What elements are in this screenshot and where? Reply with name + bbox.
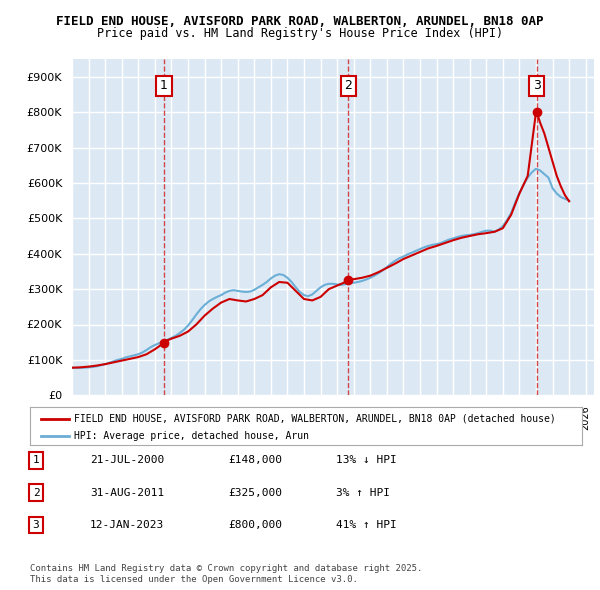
Text: HPI: Average price, detached house, Arun: HPI: Average price, detached house, Arun <box>74 431 309 441</box>
Text: 12-JAN-2023: 12-JAN-2023 <box>90 520 164 530</box>
Text: 13% ↓ HPI: 13% ↓ HPI <box>336 455 397 465</box>
Text: 3: 3 <box>533 80 541 93</box>
Text: FIELD END HOUSE, AVISFORD PARK ROAD, WALBERTON, ARUNDEL, BN18 0AP (detached hous: FIELD END HOUSE, AVISFORD PARK ROAD, WAL… <box>74 414 556 424</box>
Text: 2: 2 <box>32 488 40 497</box>
Text: £148,000: £148,000 <box>228 455 282 465</box>
Text: FIELD END HOUSE, AVISFORD PARK ROAD, WALBERTON, ARUNDEL, BN18 0AP: FIELD END HOUSE, AVISFORD PARK ROAD, WAL… <box>56 15 544 28</box>
Text: 41% ↑ HPI: 41% ↑ HPI <box>336 520 397 530</box>
Text: 3: 3 <box>32 520 40 530</box>
Text: Price paid vs. HM Land Registry's House Price Index (HPI): Price paid vs. HM Land Registry's House … <box>97 27 503 40</box>
Text: 2: 2 <box>344 80 352 93</box>
Text: Contains HM Land Registry data © Crown copyright and database right 2025.: Contains HM Land Registry data © Crown c… <box>30 565 422 573</box>
Text: 1: 1 <box>160 80 168 93</box>
Text: 21-JUL-2000: 21-JUL-2000 <box>90 455 164 465</box>
Text: £325,000: £325,000 <box>228 488 282 497</box>
Text: £800,000: £800,000 <box>228 520 282 530</box>
Text: 3% ↑ HPI: 3% ↑ HPI <box>336 488 390 497</box>
Text: This data is licensed under the Open Government Licence v3.0.: This data is licensed under the Open Gov… <box>30 575 358 584</box>
Text: 31-AUG-2011: 31-AUG-2011 <box>90 488 164 497</box>
Text: 1: 1 <box>32 455 40 465</box>
